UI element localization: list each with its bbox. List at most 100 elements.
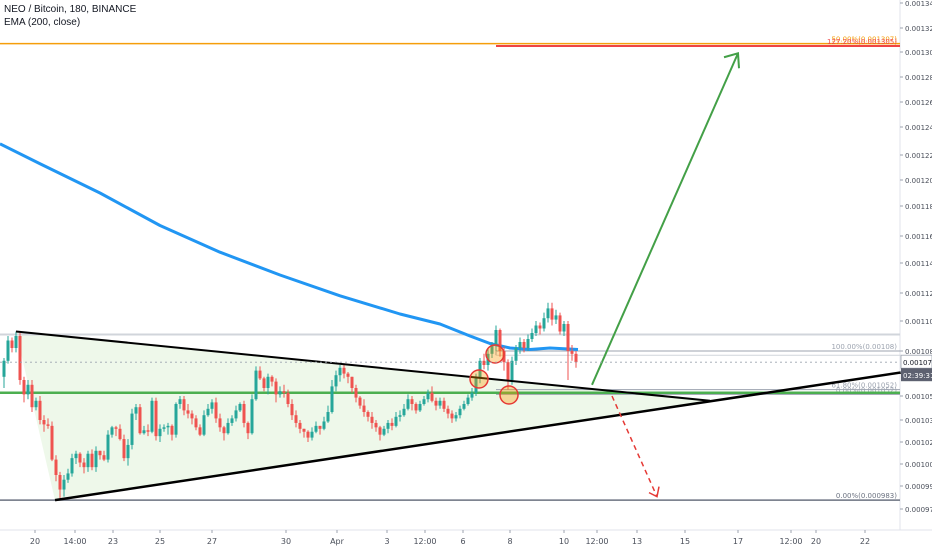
candle-body (474, 378, 478, 393)
candle-body (62, 479, 66, 490)
candle-body (274, 381, 278, 395)
candle-body (450, 413, 454, 419)
fib-level-label: 0.00%(0.000983) (836, 492, 897, 500)
candle-body (298, 422, 302, 429)
candle-body (522, 342, 526, 348)
candle-body (570, 351, 574, 354)
candle-body (82, 462, 86, 468)
candle-body (470, 392, 474, 398)
countdown-label: 02:39:31 (903, 372, 932, 380)
candle-body (158, 428, 162, 437)
candle-body (558, 315, 562, 332)
candle-body (390, 422, 394, 426)
candle-body (398, 415, 402, 417)
x-tick-label: 10 (559, 537, 569, 546)
triangle-lower-line (54, 366, 932, 502)
candle-body (498, 330, 502, 351)
candle-body (514, 348, 518, 361)
candle-body (186, 410, 190, 414)
candle-body (246, 422, 250, 434)
candle-body (438, 400, 442, 406)
candle-body (378, 427, 382, 435)
x-tick-label: 13 (632, 537, 642, 546)
x-tick-label: 27 (207, 537, 217, 546)
candle-body (202, 415, 206, 435)
candle-body (566, 324, 570, 351)
candle-body (538, 325, 542, 329)
candle-body (302, 428, 306, 432)
candle-body (58, 475, 62, 490)
candle-body (310, 431, 314, 438)
candle-body (150, 400, 154, 432)
candle-body (526, 339, 530, 348)
candle-body (142, 430, 146, 434)
candle-body (134, 407, 138, 414)
fib-level-label: 0.00%(0.001052) (836, 386, 897, 394)
candle-body (322, 421, 326, 429)
x-tick-label: 17 (733, 537, 743, 546)
x-tick-label: 23 (108, 537, 118, 546)
price-tag-label: 0.001072 (903, 359, 932, 367)
candle-body (442, 400, 446, 409)
candle-body (262, 378, 266, 388)
candle-body (54, 459, 58, 475)
candle-body (218, 418, 222, 428)
bullish-arrow-line (591, 52, 739, 386)
candle-body (330, 386, 334, 412)
candle-body (222, 427, 226, 434)
bearish-arrow-line (611, 395, 658, 497)
candle-body (366, 412, 370, 417)
x-tick-label: 20 (30, 537, 40, 546)
candle-body (230, 418, 234, 423)
candle-body (226, 422, 230, 434)
candle-body (42, 420, 46, 425)
candle-body (346, 373, 350, 377)
candle-body (74, 453, 78, 459)
triangle-upper-line (15, 330, 711, 402)
candle-body (350, 376, 354, 388)
chart-legend: NEO / Bitcoin, 180, BINANCE EMA (200, cl… (4, 3, 136, 29)
candle-body (22, 380, 26, 395)
candle-body (370, 416, 374, 423)
candle-body (562, 324, 566, 332)
x-tick-label: 8 (507, 537, 512, 546)
candle-body (294, 415, 298, 423)
candle-body (554, 315, 558, 320)
candle-body (326, 412, 330, 422)
candle-body (254, 370, 258, 400)
candle-body (122, 439, 126, 459)
candle-body (234, 410, 238, 419)
candle-body (542, 318, 546, 329)
candle-body (190, 413, 194, 419)
candle-body (454, 415, 458, 419)
candle-body (18, 336, 22, 380)
candle-body (318, 425, 322, 429)
x-tick-label: 15 (680, 537, 690, 546)
candle-body (414, 404, 418, 411)
candle-body (178, 399, 182, 404)
candle-body (126, 444, 130, 459)
highlight-circle (485, 344, 505, 364)
candle-body (494, 330, 498, 345)
candle-body (418, 404, 422, 411)
candle-body (30, 384, 34, 408)
x-tick-label: 3 (384, 537, 389, 546)
bearish-arrow-head (648, 486, 660, 498)
candle-body (182, 399, 186, 411)
candle-body (290, 404, 294, 416)
candle-body (214, 402, 218, 419)
candle-body (114, 427, 118, 429)
candle-body (314, 425, 318, 432)
candle-body (510, 360, 514, 380)
candle-body (106, 434, 110, 460)
candle-body (482, 360, 486, 365)
bullish-arrow-head (723, 51, 740, 69)
x-tick-label: 6 (460, 537, 465, 546)
candle-body (534, 325, 538, 333)
